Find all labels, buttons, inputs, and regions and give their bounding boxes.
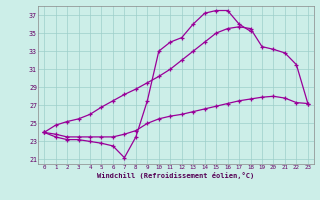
X-axis label: Windchill (Refroidissement éolien,°C): Windchill (Refroidissement éolien,°C) (97, 172, 255, 179)
